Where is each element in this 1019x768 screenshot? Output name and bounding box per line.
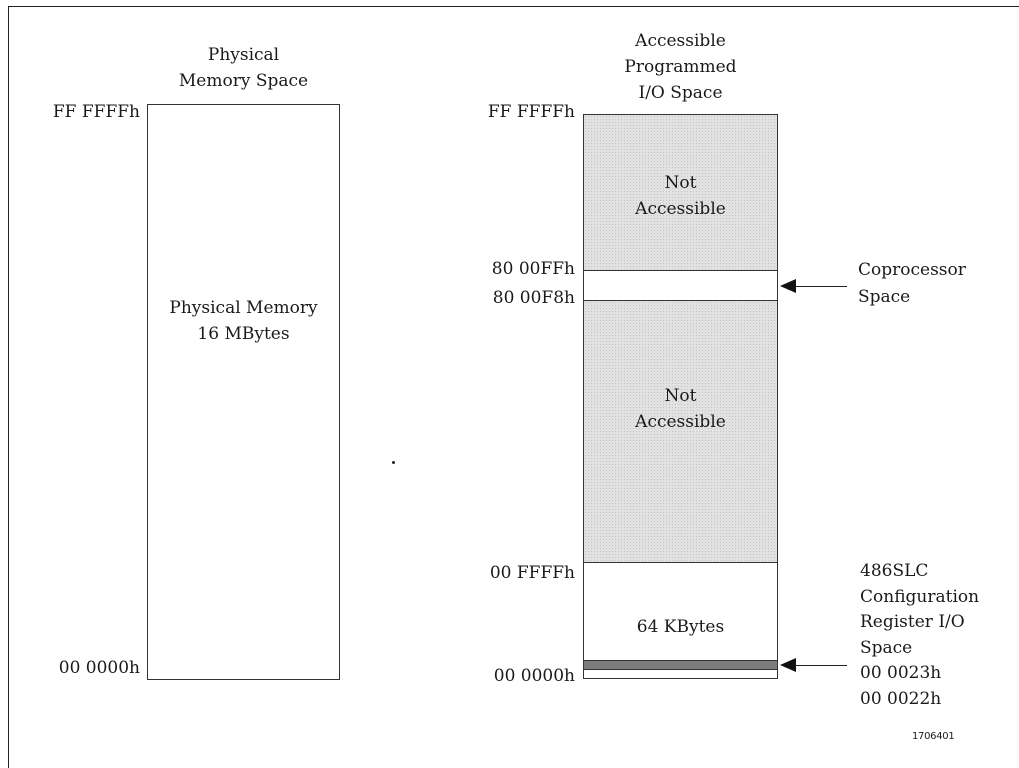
io-title-line1: Accessible xyxy=(635,31,726,51)
io-top-address: FF FFFFh xyxy=(487,102,575,122)
io-bottom-address: 00 0000h xyxy=(493,666,575,686)
io-low-top-address: 00 FFFFh xyxy=(489,563,575,583)
figure-frame xyxy=(8,6,1019,768)
coproc-label-line1: Coprocessor xyxy=(858,260,966,280)
io-upper-region-line1: Not xyxy=(664,173,697,193)
coproc-arrow-line xyxy=(795,286,847,287)
figure-number: 1706401 xyxy=(912,731,955,742)
io-64k-region-label: 64 KBytes xyxy=(636,617,725,637)
io-upper-not-accessible-region xyxy=(583,114,778,271)
config-label-line6: 00 0022h xyxy=(860,689,942,709)
io-coprocessor-region xyxy=(583,270,778,301)
config-label-line5: 00 0023h xyxy=(860,663,942,683)
io-middle-region-line2: Accessible xyxy=(635,412,726,432)
io-middle-region-line1: Not xyxy=(664,386,697,406)
physical-title-line1: Physical xyxy=(207,45,280,65)
stray-dot xyxy=(392,461,395,464)
physical-body-line2: 16 MBytes xyxy=(197,324,290,344)
coproc-arrow-head xyxy=(780,279,796,293)
config-label-line1: 486SLC xyxy=(860,561,929,581)
io-title-line2: Programmed xyxy=(624,57,737,77)
io-coproc-top-address: 80 00FFh xyxy=(491,259,575,279)
physical-bottom-address: 00 0000h xyxy=(58,658,140,678)
coproc-label-line2: Space xyxy=(858,287,911,307)
io-coproc-bottom-address: 80 00F8h xyxy=(492,288,575,308)
config-label-line3: Register I/O xyxy=(860,612,965,632)
config-arrow-line xyxy=(795,665,847,666)
physical-top-address: FF FFFFh xyxy=(52,102,140,122)
physical-body-line1: Physical Memory xyxy=(169,298,318,318)
io-middle-not-accessible-region xyxy=(583,300,778,563)
io-title-line3: I/O Space xyxy=(638,83,723,103)
config-label-line2: Configuration xyxy=(860,587,980,607)
io-64k-region xyxy=(583,562,778,661)
config-label-line4: Space xyxy=(860,638,913,658)
physical-memory-box xyxy=(147,104,340,680)
config-arrow-head xyxy=(780,658,796,672)
physical-title-line2: Memory Space xyxy=(178,71,309,91)
io-bottom-region xyxy=(583,669,778,679)
io-upper-region-line2: Accessible xyxy=(635,199,726,219)
